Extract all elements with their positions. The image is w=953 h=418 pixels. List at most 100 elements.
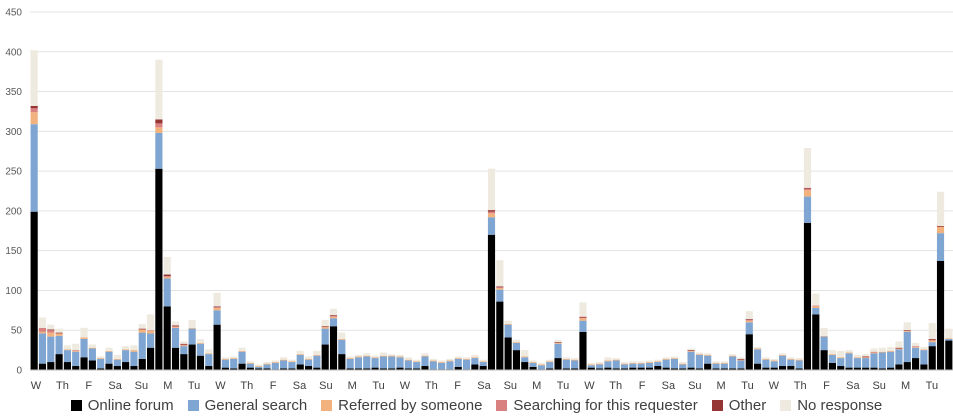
bar-segment-general-search (687, 351, 695, 368)
bar-segment-no-response (737, 357, 745, 359)
x-tick-label: Su (135, 380, 148, 392)
bar-segment-referred-by-someone (554, 342, 562, 344)
bar-segment-no-response (379, 352, 387, 356)
bar-segment-online-forum (870, 367, 878, 370)
bar-segment-general-search (662, 359, 670, 368)
y-tick-label: 0 (16, 366, 22, 377)
bar-segment-referred-by-someone (679, 363, 687, 365)
bar-segment-general-search (837, 358, 845, 367)
bar-segment-referred-by-someone (97, 358, 105, 359)
bar-segment-no-response (321, 319, 329, 327)
bar-segment-other (579, 316, 587, 318)
bar-segment-no-response (371, 355, 379, 358)
bar-segment-general-search (778, 355, 787, 367)
bar-segment-searching-for-this-requester (30, 108, 38, 113)
bar-segment-other (163, 274, 171, 277)
bar-segment-referred-by-someone (421, 355, 429, 357)
bar-segment-no-response (512, 339, 521, 343)
bar-segment-referred-by-someone (812, 306, 820, 308)
bar-segment-no-response (754, 346, 762, 349)
bar-segment-referred-by-someone (288, 361, 296, 363)
bar-segment-no-response (122, 346, 130, 350)
bar-segment-online-forum (579, 331, 587, 370)
bar-segment-online-forum (554, 358, 562, 370)
x-tick-label: Th (609, 380, 622, 392)
bar-segment-referred-by-someone (304, 358, 313, 360)
legend: Online forum General search Referred by so… (0, 397, 953, 414)
x-tick-label: Tu (188, 380, 200, 392)
bar-segment-general-search (487, 217, 496, 235)
bar-segment-general-search (754, 349, 762, 364)
legend-item: Searching for this requester (496, 397, 698, 414)
legend-item: No response (780, 397, 882, 414)
bar-segment-no-response (313, 350, 321, 355)
bar-segment-referred-by-someone (637, 362, 645, 364)
bar-segment-referred-by-someone (388, 355, 396, 357)
bar-segment-general-search (537, 365, 545, 370)
bar-segment-online-forum (363, 368, 371, 370)
bar-segment-no-response (47, 324, 55, 330)
bar-segment-no-response (346, 356, 354, 359)
bar-segment-online-forum (196, 355, 205, 370)
bar-segment-general-search (795, 360, 803, 369)
bar-segment-referred-by-someone (795, 359, 803, 361)
bar-segment-general-search (63, 350, 71, 363)
bar-segment-online-forum (945, 340, 953, 370)
bar-segment-no-response (687, 348, 695, 351)
bar-segment-no-response (554, 339, 562, 343)
bar-segment-referred-by-someone (579, 318, 587, 321)
bar-segment-no-response (329, 308, 338, 316)
y-tick-label: 450 (5, 8, 22, 19)
bar-segment-referred-by-someone (329, 316, 338, 319)
bar-segment-general-search (38, 333, 47, 364)
x-tick-label: Th (56, 380, 69, 392)
bar-segment-online-forum (604, 367, 612, 370)
bar-segment-online-forum (205, 366, 213, 370)
legend-item: Referred by someone (321, 397, 482, 414)
bar-segment-no-response (770, 358, 778, 361)
bar-segment-referred-by-someone (221, 358, 229, 360)
bar-segment-no-response (546, 359, 554, 362)
bar-segment-general-search (679, 364, 687, 369)
bar-segment-searching-for-this-requester (912, 346, 920, 347)
bar-segment-online-forum (80, 357, 88, 370)
bar-segment-general-search (230, 358, 238, 369)
bar-segment-no-response (529, 360, 537, 363)
bar-segment-other (895, 347, 903, 349)
bar-segment-no-response (130, 345, 138, 351)
bar-segment-other (47, 329, 55, 331)
bar-segment-online-forum (155, 168, 163, 370)
bar-segment-online-forum (895, 364, 903, 370)
bar-segment-referred-by-someone (521, 356, 529, 358)
x-tick-label: Sa (662, 380, 676, 392)
bar-segment-online-forum (238, 363, 246, 370)
x-tick-label: F (85, 380, 92, 392)
bar-segment-online-forum (670, 368, 679, 370)
bar-segment-general-search (113, 359, 121, 367)
bar-segment-searching-for-this-requester (803, 188, 812, 191)
bar-segment-no-response (113, 354, 121, 359)
bar-segment-general-search (521, 357, 529, 363)
bar-segment-general-search (188, 328, 196, 345)
bar-segment-referred-by-someone (670, 358, 679, 359)
bar-segment-online-forum (729, 368, 737, 370)
bar-segment-referred-by-someone (729, 355, 737, 357)
bar-segment-general-search (213, 310, 221, 325)
bar-segment-no-response (462, 357, 471, 359)
bar-segment-online-forum (770, 367, 778, 370)
bar-segment-online-forum (404, 368, 412, 370)
bar-segment-online-forum (504, 337, 512, 370)
x-tick-label: Sa (293, 380, 307, 392)
bar-segment-referred-by-someone (496, 288, 504, 290)
bar-segment-general-search (72, 351, 80, 367)
bar-segment-general-search (288, 362, 296, 369)
bar-segment-no-response (363, 353, 371, 356)
bar-segment-no-response (296, 350, 304, 355)
bar-segment-online-forum (778, 366, 787, 370)
bar-segment-referred-by-someone (171, 327, 180, 328)
bar-segment-general-search (246, 363, 254, 368)
bar-segment-searching-for-this-requester (47, 330, 55, 333)
bar-segment-no-response (438, 360, 446, 363)
x-tick-label: W (31, 380, 42, 392)
bar-segment-online-forum (704, 363, 712, 370)
